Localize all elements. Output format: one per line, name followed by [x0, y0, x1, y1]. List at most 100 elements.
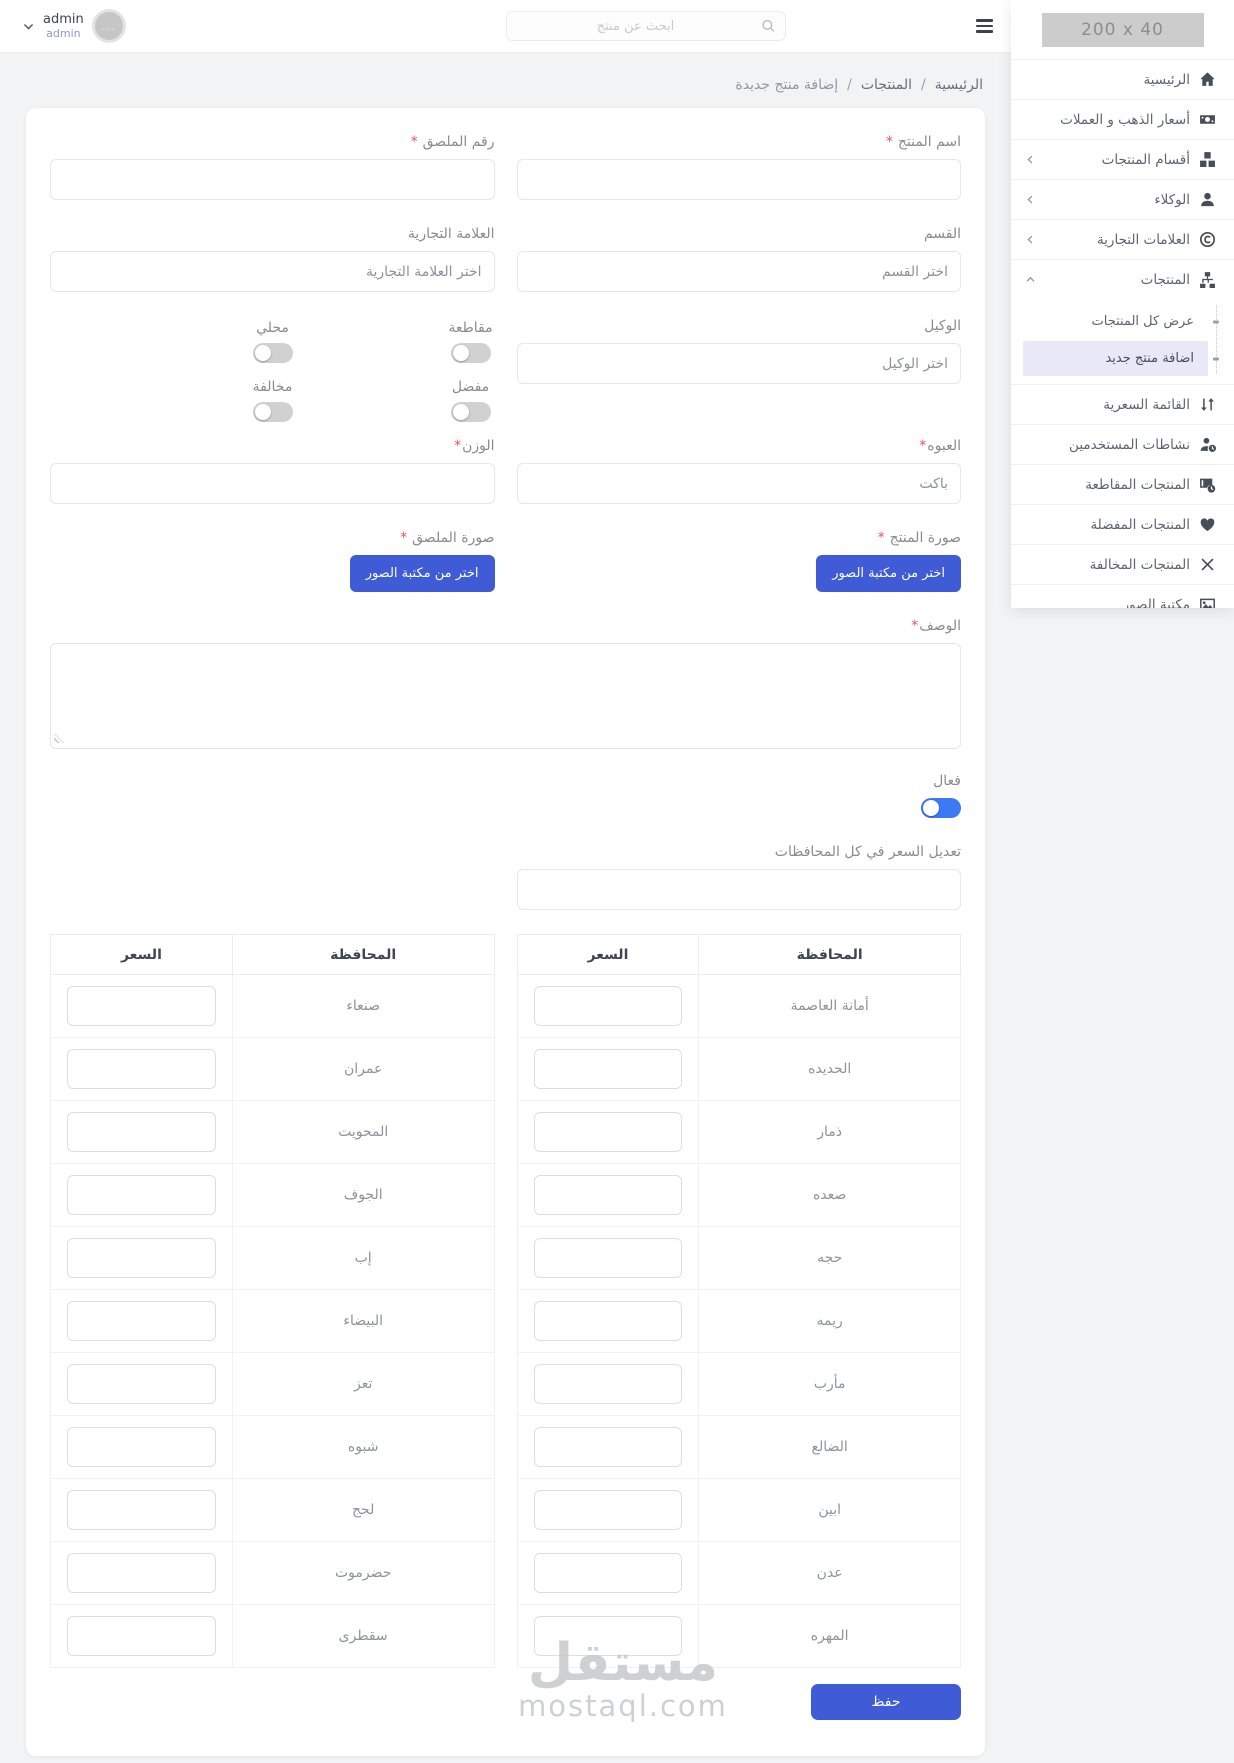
bulk-price-input[interactable]	[516, 869, 961, 910]
price-input[interactable]	[533, 1301, 683, 1341]
price-input[interactable]	[533, 1112, 683, 1152]
sidebar-item-boycotted-products[interactable]: المنتجات المقاطعة	[1011, 464, 1234, 504]
breadcrumb-products[interactable]: المنتجات	[860, 77, 913, 93]
price-input[interactable]	[533, 986, 683, 1026]
sidebar-item-image-library[interactable]: مكتبة الصور	[1011, 584, 1234, 608]
governorate-name: شبوه	[231, 1415, 495, 1479]
price-input[interactable]	[67, 1112, 216, 1152]
governorate-name: ذمار	[698, 1100, 961, 1164]
sidebar-item-products[interactable]: المنتجات	[1011, 259, 1234, 299]
flags-toggles: مقاطعة محلي مفضل	[50, 318, 495, 438]
products-submenu: عرض كل المنتجات اضافة منتج جديد	[1011, 299, 1234, 384]
governorate-name: الحديده	[698, 1037, 961, 1101]
price-input[interactable]	[67, 1490, 216, 1530]
sidebar-item-home[interactable]: الرئيسية	[1011, 59, 1234, 99]
save-row: حفظ	[50, 1684, 961, 1720]
sidebar-subitem-view-all-products[interactable]: عرض كل المنتجات	[1023, 304, 1208, 339]
price-input[interactable]	[533, 1427, 683, 1467]
breadcrumb-home[interactable]: الرئيسية	[934, 77, 983, 93]
sidebar-item-brands[interactable]: العلامات التجارية	[1011, 219, 1234, 259]
table-row: المحويت	[50, 1100, 495, 1164]
active-toggle[interactable]	[921, 798, 961, 818]
avatar: ...	[91, 9, 126, 43]
table-row: شبوه	[50, 1415, 495, 1479]
boycott-toggle-group: مقاطعة	[447, 320, 495, 363]
favorite-toggle-group: مفضل	[447, 379, 495, 422]
price-input[interactable]	[67, 1049, 216, 1089]
brand-select[interactable]: اختر العلامة التجارية	[50, 251, 495, 292]
search-box	[505, 11, 786, 41]
table-row: الضالع	[516, 1415, 961, 1479]
table-row: المهره	[516, 1604, 961, 1668]
price-input[interactable]	[67, 1364, 216, 1404]
sidebar-item-product-categories[interactable]: أقسام المنتجات	[1011, 139, 1234, 179]
home-icon	[1199, 71, 1216, 88]
chevron-up-icon	[1025, 274, 1036, 285]
heart-icon	[1199, 516, 1216, 533]
table-row: تعز	[50, 1352, 495, 1416]
price-header: السعر	[516, 934, 700, 975]
price-input[interactable]	[533, 1175, 683, 1215]
sidebar-item-agents[interactable]: الوكلاء	[1011, 179, 1234, 219]
product-name-input[interactable]	[516, 159, 961, 200]
sticker-number-input[interactable]	[50, 159, 495, 200]
image-library-icon	[1199, 596, 1216, 608]
favorite-toggle[interactable]	[450, 402, 491, 422]
price-input[interactable]	[533, 1238, 683, 1278]
product-image-library-button[interactable]: اختر من مكتبة الصور	[816, 555, 961, 592]
price-input[interactable]	[67, 986, 216, 1026]
sticker-image-library-button[interactable]: اختر من مكتبة الصور	[349, 555, 495, 592]
sidebar-item-violating-products[interactable]: المنتجات المخالفة	[1011, 544, 1234, 584]
favorite-toggle-label: مفضل	[451, 379, 490, 395]
sidebar-item-price-list[interactable]: القائمة السعرية	[1011, 384, 1234, 424]
governorate-name: صنعاء	[231, 974, 495, 1038]
price-input[interactable]	[533, 1490, 683, 1530]
add-product-form-card: اسم المنتج* رقم الملصق* القسم اختر القسم…	[26, 108, 985, 1756]
user-name: admin	[43, 11, 84, 27]
category-label: القسم	[923, 226, 961, 242]
governorate-name: الجوف	[231, 1163, 495, 1227]
price-input[interactable]	[533, 1364, 683, 1404]
sticker-image-group: صورة الملصق* اختر من مكتبة الصور	[50, 530, 495, 592]
governorate-name: لحج	[231, 1478, 495, 1542]
local-toggle[interactable]	[252, 343, 293, 363]
price-input[interactable]	[67, 1301, 216, 1341]
sidebar-item-user-activities[interactable]: نشاطات المستخدمين	[1011, 424, 1234, 464]
price-input[interactable]	[67, 1427, 216, 1467]
governorate-name: عمران	[231, 1037, 495, 1101]
table-row: صنعاء	[50, 974, 495, 1038]
boycott-toggle[interactable]	[450, 343, 491, 363]
search-input[interactable]	[505, 11, 786, 41]
table-row: الحديده	[516, 1037, 961, 1101]
agent-select[interactable]: اختر الوكيل	[516, 343, 961, 384]
price-input[interactable]	[67, 1553, 216, 1593]
governorate-name: عدن	[698, 1541, 961, 1605]
price-input[interactable]	[67, 1238, 216, 1278]
logo-placeholder: 200 x 40	[1041, 13, 1204, 47]
price-input[interactable]	[533, 1616, 683, 1656]
hamburger-menu-button[interactable]	[972, 13, 997, 38]
save-button[interactable]: حفظ	[811, 1684, 961, 1720]
user-menu[interactable]: ... admin admin	[22, 9, 126, 43]
violation-toggle[interactable]	[252, 402, 293, 422]
weight-input[interactable]	[50, 463, 495, 504]
table-row: البيضاء	[50, 1289, 495, 1353]
category-select[interactable]: اختر القسم	[516, 251, 961, 292]
breadcrumb: الرئيسية / المنتجات / إضافة منتج جديدة	[735, 77, 983, 93]
sidebar-subitem-add-new-product[interactable]: اضافة منتج جديد	[1023, 341, 1208, 376]
breadcrumb-current: إضافة منتج جديدة	[735, 77, 839, 93]
governorate-name: البيضاء	[231, 1289, 495, 1353]
sidebar-item-gold-currency-prices[interactable]: أسعار الذهب و العملات	[1011, 99, 1234, 139]
sidebar-item-favorite-products[interactable]: المنتجات المفضلة	[1011, 504, 1234, 544]
governorate-name: سقطرى	[231, 1604, 495, 1668]
governorate-name: ابين	[698, 1478, 961, 1542]
price-input[interactable]	[67, 1616, 216, 1656]
logo-container: 200 x 40	[1011, 0, 1234, 59]
package-input[interactable]	[516, 463, 961, 504]
price-input[interactable]	[533, 1049, 683, 1089]
price-input[interactable]	[533, 1553, 683, 1593]
money-icon	[1199, 111, 1216, 128]
price-input[interactable]	[67, 1175, 216, 1215]
description-textarea[interactable]	[50, 643, 961, 749]
